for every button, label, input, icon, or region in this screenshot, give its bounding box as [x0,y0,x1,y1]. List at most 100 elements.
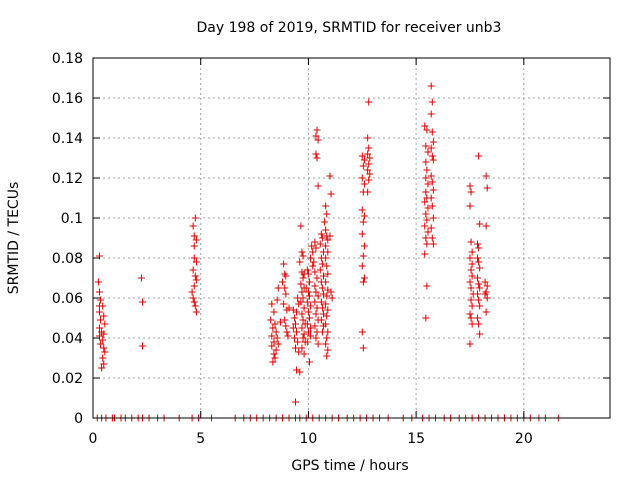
data-point [359,218,367,226]
data-point [303,298,311,306]
data-point [360,156,368,164]
data-point [305,278,313,286]
data-point [100,312,108,320]
data-point [290,314,298,322]
data-point [312,334,320,342]
data-point [271,354,279,362]
data-point [284,332,292,340]
data-point [474,240,482,248]
data-point [364,188,372,196]
x-tick-label: 20 [515,431,533,447]
data-point [474,254,482,262]
data-point [188,288,196,296]
data-point [317,230,325,238]
data-point [305,292,313,300]
data-point [322,226,330,234]
data-point [323,292,331,300]
data-point [304,288,312,296]
data-point [312,150,320,158]
data-point [424,228,432,236]
plot-frame [92,57,611,419]
data-point [281,284,289,292]
data-point [324,248,332,256]
data-point [359,252,367,260]
data-point [318,234,326,242]
data-point [305,358,313,366]
data-point [279,278,287,286]
data-point [280,300,288,308]
data-point [317,298,325,306]
data-point [271,320,279,328]
data-point [429,186,437,194]
data-point [311,298,319,306]
data-point [322,202,330,210]
data-point [189,294,197,302]
y-tick-label: 0.14 [52,131,83,147]
data-point [317,316,325,324]
data-point [293,328,301,336]
data-point [270,350,278,358]
data-point [422,174,430,182]
data-point [324,346,332,354]
data-point [427,194,435,202]
y-tick-label: 0.08 [52,251,83,267]
data-point [289,324,297,332]
data-point [293,308,301,316]
data-point [296,258,304,266]
data-point [272,328,280,336]
data-point [298,324,306,332]
data-point [423,216,431,224]
data-point [269,358,277,366]
data-point [274,284,282,292]
data-point [365,144,373,152]
data-point [468,248,476,256]
data-point [481,290,489,298]
data-point [270,338,278,346]
data-point [192,308,200,316]
data-point [482,172,490,180]
data-point [466,310,474,318]
data-point [99,354,107,362]
data-point [466,340,474,348]
data-point [314,182,322,190]
data-point [298,288,306,296]
data-point [476,330,484,338]
data-point [324,306,332,314]
data-point [316,266,324,274]
data-point [360,180,368,188]
data-point [291,398,299,406]
data-point [313,154,321,162]
data-point [474,314,482,322]
data-point [309,262,317,270]
data-point [327,288,335,296]
data-point [273,334,281,342]
data-point [475,258,483,266]
data-point [428,128,436,136]
data-point [422,142,430,150]
data-point [139,342,147,350]
y-tick-label: 0.02 [52,371,83,387]
data-point [468,320,476,328]
data-point [100,344,108,352]
data-point [290,334,298,342]
data-point [476,220,484,228]
data-point [324,270,332,278]
data-point [365,98,373,106]
data-point [192,258,200,266]
data-point [311,268,319,276]
data-point [323,312,331,320]
data-point [365,176,373,184]
data-point [190,282,198,290]
y-axis-label: SRMTID / TECUs [6,182,22,295]
data-point [358,262,366,270]
data-point [324,328,332,336]
data-point [100,330,108,338]
data-point [476,284,484,292]
data-point [422,314,430,322]
data-point [364,150,372,158]
data-point [366,154,374,162]
data-point [137,274,145,282]
y-tick-label: 0.04 [52,331,83,347]
data-point [327,190,335,198]
